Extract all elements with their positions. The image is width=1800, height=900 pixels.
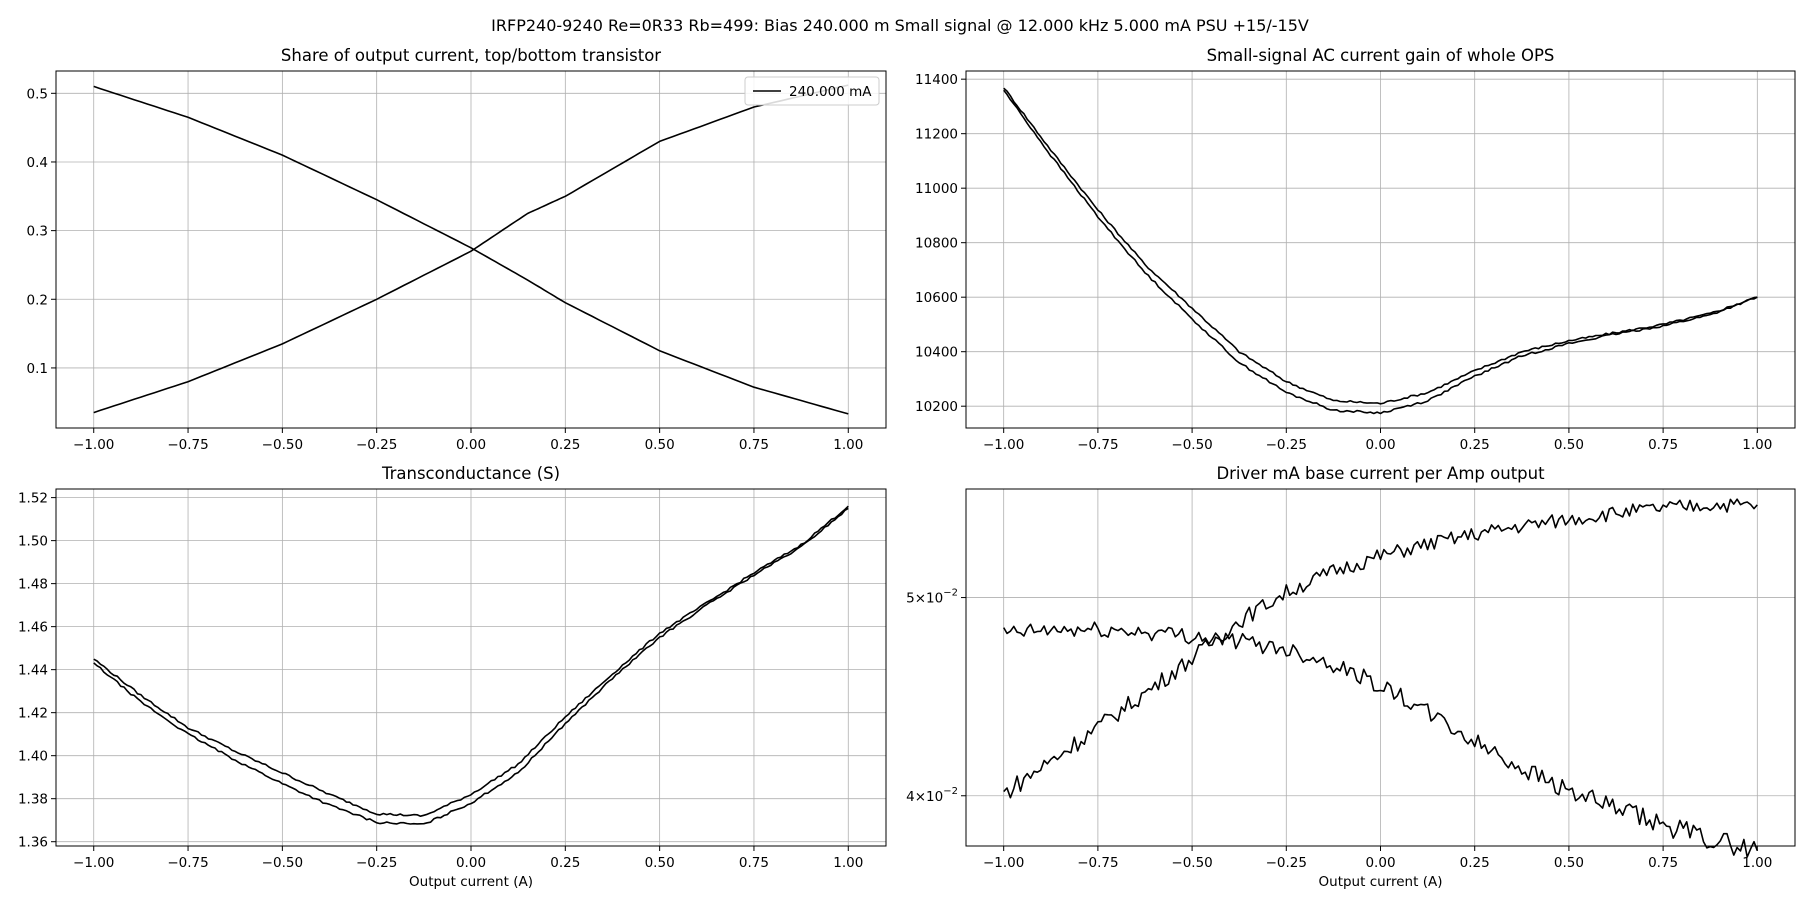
x-tick-label: 1.00 — [1742, 855, 1772, 871]
x-tick-label: −0.75 — [1077, 437, 1118, 453]
series-line — [1003, 621, 1759, 858]
y-tick-label: 11200 — [915, 127, 958, 143]
y-tick-label: 1.44 — [18, 663, 48, 679]
x-tick-label: 0.25 — [550, 437, 580, 453]
y-tick-label: 10400 — [915, 345, 958, 361]
x-tick-label: 0.25 — [550, 855, 580, 871]
x-tick-label: −0.75 — [1077, 855, 1118, 871]
x-tick-label: 0.50 — [645, 437, 675, 453]
x-tick-label: 0.50 — [1554, 855, 1584, 871]
x-tick-label: −0.50 — [1171, 437, 1212, 453]
x-tick-label: 0.75 — [1648, 855, 1678, 871]
x-tick-label: −1.00 — [73, 437, 114, 453]
x-tick-label: 1.00 — [833, 437, 863, 453]
x-tick-label: −0.50 — [1171, 855, 1212, 871]
y-tick-label: 10600 — [915, 290, 958, 306]
legend-label: 240.000 mA — [789, 84, 872, 100]
y-tick-label: 1.52 — [18, 491, 48, 507]
x-tick-label: −0.25 — [1266, 437, 1307, 453]
legend-box — [744, 76, 880, 106]
series-line — [1003, 89, 1758, 415]
x-tick-label: 0.50 — [645, 855, 675, 871]
y-tick-label: 1.48 — [18, 577, 48, 593]
x-tick-label: −1.00 — [983, 437, 1024, 453]
y-tick-label: 5×10−2 — [906, 588, 958, 607]
y-tick-label: 4×10−2 — [906, 786, 958, 805]
y-tick-label: 1.38 — [18, 792, 48, 808]
y-tick-label: 1.36 — [18, 835, 48, 851]
x-tick-label: −1.00 — [73, 855, 114, 871]
panel-current-share: −1.00 −0.75 −0.50 −0.25 0.00 0.25 0.50 0.75 1.00… — [27, 46, 887, 453]
y-tick-label: 0.5 — [27, 86, 48, 102]
y-tick-label: 0.2 — [27, 292, 48, 308]
panel-ac-current-gain: −1.00 −0.75 −0.50 −0.25 0.00 0.25 0.50 0.75 1.00… — [915, 46, 1796, 453]
series-line — [93, 505, 849, 818]
x-tick-label: −0.25 — [356, 437, 397, 453]
panel-title: Transconductance (S) — [381, 464, 560, 483]
y-tick-label: 11400 — [915, 72, 958, 88]
x-tick-label: 1.00 — [1742, 437, 1772, 453]
legend: 240.000 mA — [744, 76, 880, 106]
x-tick-label: 0.00 — [456, 855, 486, 871]
x-tick-label: 0.75 — [739, 855, 769, 871]
x-tick-label: −1.00 — [983, 855, 1024, 871]
y-tick-label: 10200 — [915, 399, 958, 415]
series-line — [93, 507, 849, 825]
x-tick-label: −0.25 — [1266, 855, 1307, 871]
y-tick-label: 0.4 — [27, 155, 48, 171]
x-tick-label: −0.75 — [167, 855, 208, 871]
series-line — [1003, 498, 1758, 799]
panel-transconductance: −1.00 −0.75 −0.50 −0.25 0.00 0.25 0.50 0.75 1.00… — [18, 464, 887, 890]
x-tick-label: 0.25 — [1460, 437, 1490, 453]
x-tick-label: 0.25 — [1460, 855, 1490, 871]
y-tick-label: 1.42 — [18, 706, 48, 722]
figure-suptitle: IRFP240-9240 Re=0R33 Rb=499: Bias 240.00… — [491, 16, 1309, 35]
x-tick-label: 0.75 — [739, 437, 769, 453]
subplot-grid: −1.00 −0.75 −0.50 −0.25 0.00 0.25 0.50 0.75 1.00… — [18, 46, 1796, 890]
x-axis-label: Output current (A) — [1319, 874, 1443, 890]
y-tick-label: 10800 — [915, 236, 958, 252]
x-tick-label: 1.00 — [833, 855, 863, 871]
x-tick-label: −0.50 — [262, 437, 303, 453]
y-tick-label: 0.1 — [27, 361, 48, 377]
series-line — [93, 85, 849, 415]
x-tick-label: 0.00 — [1365, 855, 1395, 871]
x-tick-label: 0.00 — [1365, 437, 1395, 453]
y-tick-label: 1.40 — [18, 749, 48, 765]
y-tick-label: 1.50 — [18, 534, 48, 550]
x-tick-label: −0.50 — [262, 855, 303, 871]
panel-title: Driver mA base current per Amp output — [1216, 464, 1545, 483]
x-tick-label: −0.25 — [356, 855, 397, 871]
series-line — [93, 84, 849, 414]
y-tick-label: 0.3 — [27, 224, 48, 240]
x-tick-label: −0.75 — [167, 437, 208, 453]
panel-title: Share of output current, top/bottom tran… — [281, 46, 661, 65]
panel-driver-base-current: −1.00 −0.75 −0.50 −0.25 0.00 0.25 0.50 0.75 1.00… — [906, 464, 1796, 890]
x-tick-label: 0.50 — [1554, 437, 1584, 453]
y-tick-label: 1.46 — [18, 620, 48, 636]
x-tick-label: 0.00 — [456, 437, 486, 453]
x-tick-label: 0.75 — [1648, 437, 1678, 453]
x-axis-label: Output current (A) — [409, 874, 533, 890]
panel-title: Small-signal AC current gain of whole OP… — [1207, 46, 1555, 65]
y-tick-label: 11000 — [915, 181, 958, 197]
